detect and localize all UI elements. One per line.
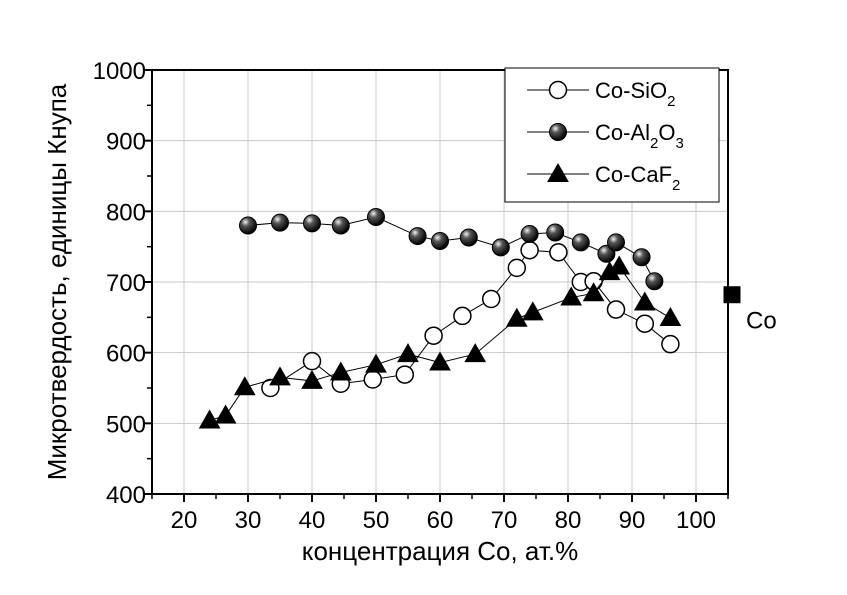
data-point [431, 232, 449, 251]
legend-marker [549, 123, 567, 141]
legend-item: Co-Al2O3 [527, 120, 684, 152]
data-point [239, 216, 257, 235]
series-line [270, 249, 671, 389]
annotation-marker [723, 286, 741, 304]
data-point [301, 369, 323, 389]
x-tick-label: 100 [676, 507, 716, 534]
x-tick-label: 90 [619, 507, 646, 534]
y-tick-label: 1000 [93, 58, 146, 85]
grid [152, 69, 728, 495]
data-point [632, 248, 651, 267]
legend-subscript: 3 [675, 135, 683, 152]
data-point [424, 326, 443, 345]
data-point [606, 300, 626, 319]
data-point [363, 370, 383, 389]
data-point [429, 351, 451, 371]
y-tick-label: 900 [106, 129, 146, 156]
data-point [481, 289, 501, 309]
data-point [659, 307, 682, 327]
data-point [408, 227, 427, 246]
data-point [459, 228, 478, 247]
y-tick-label: 600 [106, 341, 146, 368]
data-point [571, 233, 590, 252]
data-point [661, 334, 680, 354]
data-point [560, 286, 583, 306]
legend-marker [547, 162, 569, 182]
data-point [505, 307, 528, 327]
data-point [549, 243, 568, 262]
x-axis-title: концентрация Co, ат.% [302, 536, 578, 566]
data-point [520, 224, 539, 243]
x-tick-label: 20 [171, 507, 198, 534]
data-point [397, 343, 419, 363]
legend-subscript: 2 [672, 177, 680, 194]
x-tick-label: 60 [427, 507, 454, 534]
series-layer [198, 207, 682, 429]
data-point [607, 233, 625, 252]
data-point [395, 365, 415, 384]
data-point [635, 314, 655, 333]
data-point [507, 258, 527, 278]
y-tick-label: 500 [106, 411, 146, 438]
legend-subscript: 2 [667, 93, 675, 110]
data-point [198, 409, 221, 429]
legend-label: Co-Al2O3 [595, 120, 684, 152]
y-axis-title: Микротвердость, единицы Кнупа [42, 83, 72, 480]
annotations: Co [723, 286, 777, 335]
data-point [453, 306, 472, 326]
data-point [633, 291, 656, 311]
legend-text-part: Co-CaF [595, 162, 672, 187]
legend-label: Co-SiO2 [595, 78, 675, 110]
data-point [582, 282, 605, 302]
x-tick-label: 50 [363, 507, 390, 534]
data-point [303, 214, 321, 233]
legend-text-part: O [658, 120, 675, 145]
data-point [329, 361, 352, 381]
x-tick-label: 30 [235, 507, 262, 534]
data-point [269, 366, 291, 386]
legend-text-part: Co-Al [595, 120, 650, 145]
series-co-caf2 [198, 255, 682, 429]
annotation-label: Co [746, 308, 777, 335]
data-point [491, 238, 510, 257]
data-point [331, 216, 350, 235]
data-point [521, 301, 544, 321]
y-tick-label: 400 [106, 482, 146, 509]
x-tick-label: 70 [491, 507, 518, 534]
data-point [520, 240, 539, 260]
legend-marker [548, 80, 568, 100]
x-tick-label: 80 [555, 507, 582, 534]
legend-item: Co-SiO2 [527, 78, 675, 110]
legend-subscript: 2 [650, 135, 658, 152]
data-point [645, 272, 664, 291]
legend-item: Co-CaF2 [527, 162, 680, 194]
legend-label: Co-CaF2 [595, 162, 680, 194]
data-point [233, 376, 256, 396]
data-point [271, 213, 289, 232]
y-tick-label: 800 [106, 199, 146, 226]
x-tick-label: 40 [299, 507, 326, 534]
data-point [365, 353, 387, 373]
data-point [608, 255, 631, 275]
data-point [214, 404, 237, 424]
series-co-al2o3 [239, 207, 664, 291]
data-point [302, 351, 322, 371]
legend-text-part: Co-SiO [595, 78, 667, 103]
y-tick-label: 700 [106, 270, 146, 297]
data-point [464, 343, 487, 363]
data-point [546, 223, 565, 242]
series-co-sio2 [261, 240, 680, 398]
ticks: 20 30 40 50 60 70 80 90 100 400 500 600 700 800 900 100… [93, 58, 729, 534]
data-point [367, 207, 385, 226]
